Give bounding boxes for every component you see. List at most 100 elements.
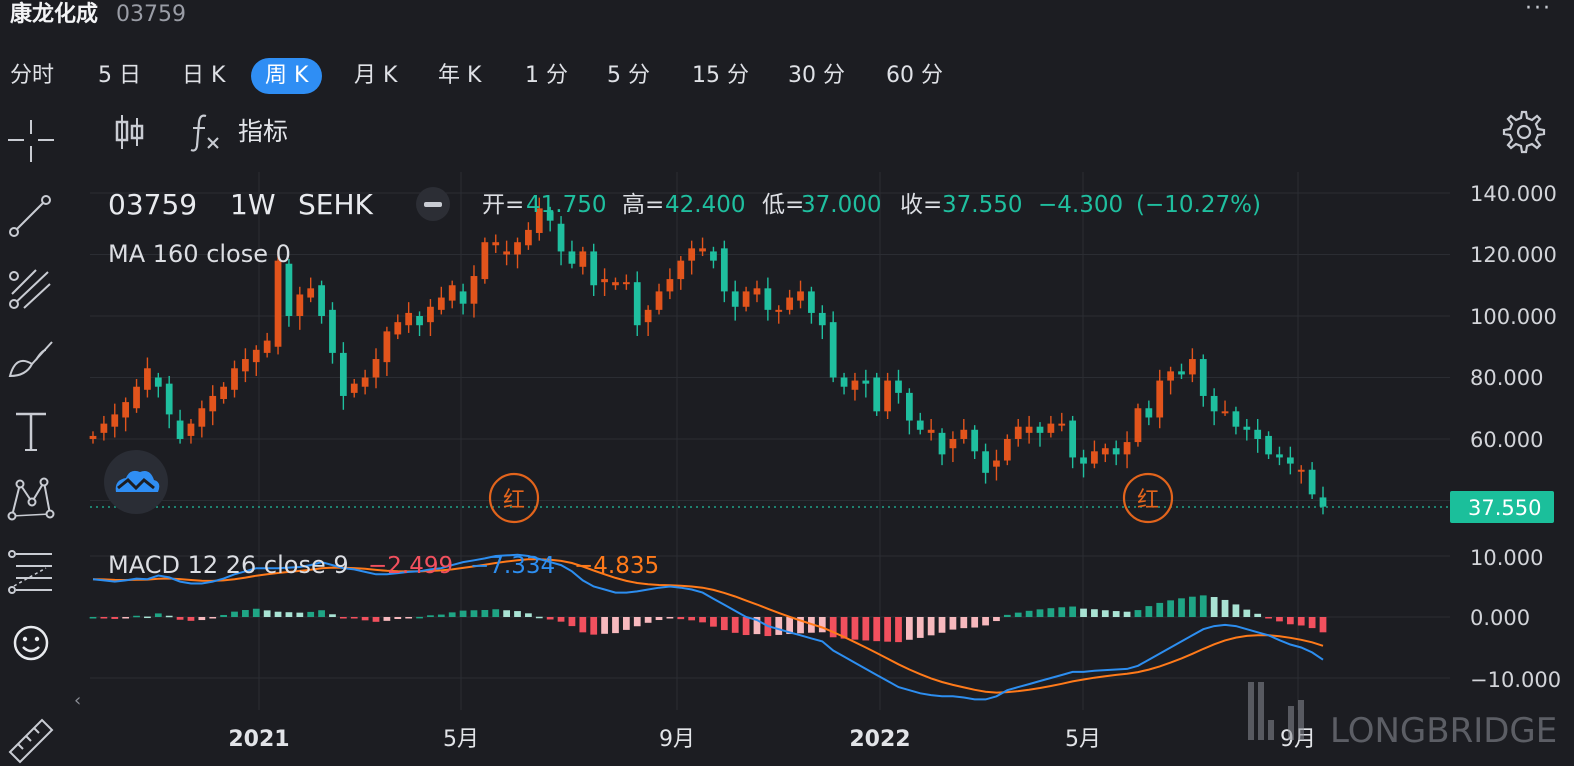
tab-60min[interactable]: 60 分: [886, 63, 943, 88]
macd-histogram-bar: [1286, 617, 1294, 625]
tab-5min[interactable]: 5 分: [607, 63, 650, 88]
tab-month-k[interactable]: 月 K: [354, 63, 398, 88]
macd-histogram-bar: [1167, 600, 1174, 617]
collapse-toolbar-icon[interactable]: ‹: [74, 690, 82, 711]
candle-body: [720, 248, 728, 292]
macd-histogram-bar: [895, 617, 902, 643]
candle-body: [949, 439, 957, 449]
macd-histogram-bar: [873, 617, 881, 642]
macd-histogram-bar: [1047, 608, 1055, 617]
candle-body: [1112, 448, 1120, 455]
candle-body: [1167, 371, 1174, 381]
candle-body: [481, 242, 489, 280]
candle-body: [133, 386, 140, 409]
macd-axis-label: 0.000: [1470, 606, 1530, 630]
macd-histogram-bar: [590, 617, 598, 635]
candle-body: [394, 322, 402, 335]
trend-line-icon[interactable]: [6, 190, 56, 240]
candle-body: [1080, 457, 1087, 464]
text-icon[interactable]: [6, 406, 56, 456]
macd-histogram-bar: [710, 617, 717, 627]
tab-week-k[interactable]: 周 K: [251, 58, 323, 94]
macd-histogram-bar: [481, 610, 489, 617]
candle-body: [1047, 423, 1055, 433]
function-icon[interactable]: [188, 112, 228, 152]
crosshair-icon[interactable]: [6, 116, 56, 166]
time-axis-label: 5月: [1065, 727, 1101, 752]
change-value: −4.300: [1038, 192, 1123, 218]
more-menu-icon[interactable]: ···: [1525, 0, 1552, 21]
macd-histogram-bar: [1112, 611, 1120, 617]
price-axis-label: 140.000: [1470, 182, 1557, 206]
macd-histogram-bar: [1189, 596, 1196, 617]
macd-histogram-bar: [1101, 610, 1109, 617]
candle-type-icon[interactable]: [112, 112, 146, 152]
change-percent: (−10.27%): [1136, 192, 1261, 218]
macd-histogram-bar: [1080, 608, 1087, 617]
candle-body: [742, 291, 750, 307]
pitchfork-icon[interactable]: [6, 264, 56, 314]
tab-intraday[interactable]: 分时: [10, 63, 55, 88]
tab-year-k[interactable]: 年 K: [438, 63, 482, 88]
current-price-value: 37.550: [1468, 496, 1541, 520]
candle-body: [895, 380, 902, 393]
tab-5day[interactable]: 5 日: [98, 63, 141, 88]
candle-body: [1297, 469, 1305, 472]
macd-histogram-bar: [535, 616, 543, 619]
pattern-icon[interactable]: [6, 474, 56, 524]
longbridge-logo-icon: [1248, 682, 1304, 740]
marker-label: 红: [1137, 488, 1159, 513]
macd-histogram-bar: [1091, 609, 1098, 617]
tab-30min[interactable]: 30 分: [788, 63, 845, 88]
macd-histogram-bar: [633, 617, 641, 627]
candle-body: [590, 251, 598, 286]
macd-histogram-bar: [960, 617, 968, 629]
candle-body: [818, 312, 826, 326]
brush-icon[interactable]: [6, 336, 56, 386]
cloud-logo-icon[interactable]: [104, 450, 168, 514]
macd-histogram-bar: [851, 617, 859, 640]
candle-body: [1221, 411, 1229, 414]
candle-body: [329, 309, 336, 353]
candle-body: [437, 297, 445, 310]
emoji-icon[interactable]: [6, 618, 56, 668]
tab-1min[interactable]: 1 分: [525, 63, 568, 88]
candle-body: [905, 392, 913, 421]
macd-histogram-bar: [993, 617, 1000, 622]
macd-histogram-bar: [753, 617, 761, 635]
fibonacci-icon[interactable]: [6, 546, 56, 596]
marker-circle: [488, 472, 540, 524]
candle-body: [884, 380, 891, 412]
tab-day-k[interactable]: 日 K: [182, 63, 226, 88]
candle-body: [263, 340, 271, 353]
macd-histogram-bar: [111, 617, 119, 619]
macd-histogram-bar: [1319, 617, 1327, 633]
macd-histogram-bar: [829, 617, 837, 638]
candle-body: [699, 248, 706, 252]
open-value: 41.750: [526, 192, 606, 218]
candle-body: [1243, 426, 1251, 430]
indicator-button[interactable]: 指标: [238, 117, 289, 146]
settings-gear-icon[interactable]: [1502, 110, 1546, 154]
candle-body: [808, 291, 815, 313]
macd-histogram-bar: [1308, 617, 1316, 629]
macd-histogram-bar: [644, 617, 652, 623]
candle-body: [786, 297, 794, 310]
macd-histogram-bar: [884, 617, 891, 642]
tab-15min[interactable]: 15 分: [692, 63, 749, 88]
candle-body: [840, 377, 848, 387]
ruler-icon[interactable]: [6, 714, 56, 764]
candle-body: [361, 377, 369, 387]
price-axis-label: 100.000: [1470, 305, 1557, 329]
legend-exchange: SEHK: [298, 188, 374, 221]
macd-histogram-bar: [372, 617, 380, 622]
candle-body: [318, 285, 325, 316]
high-label: 高=: [622, 192, 664, 218]
candle-body: [546, 211, 554, 221]
candle-body: [1091, 451, 1098, 464]
candle-body: [644, 309, 652, 323]
macd-histogram-bar: [231, 611, 238, 617]
macd-histogram-bar: [198, 617, 206, 621]
time-axis-label: 5月: [443, 727, 479, 752]
